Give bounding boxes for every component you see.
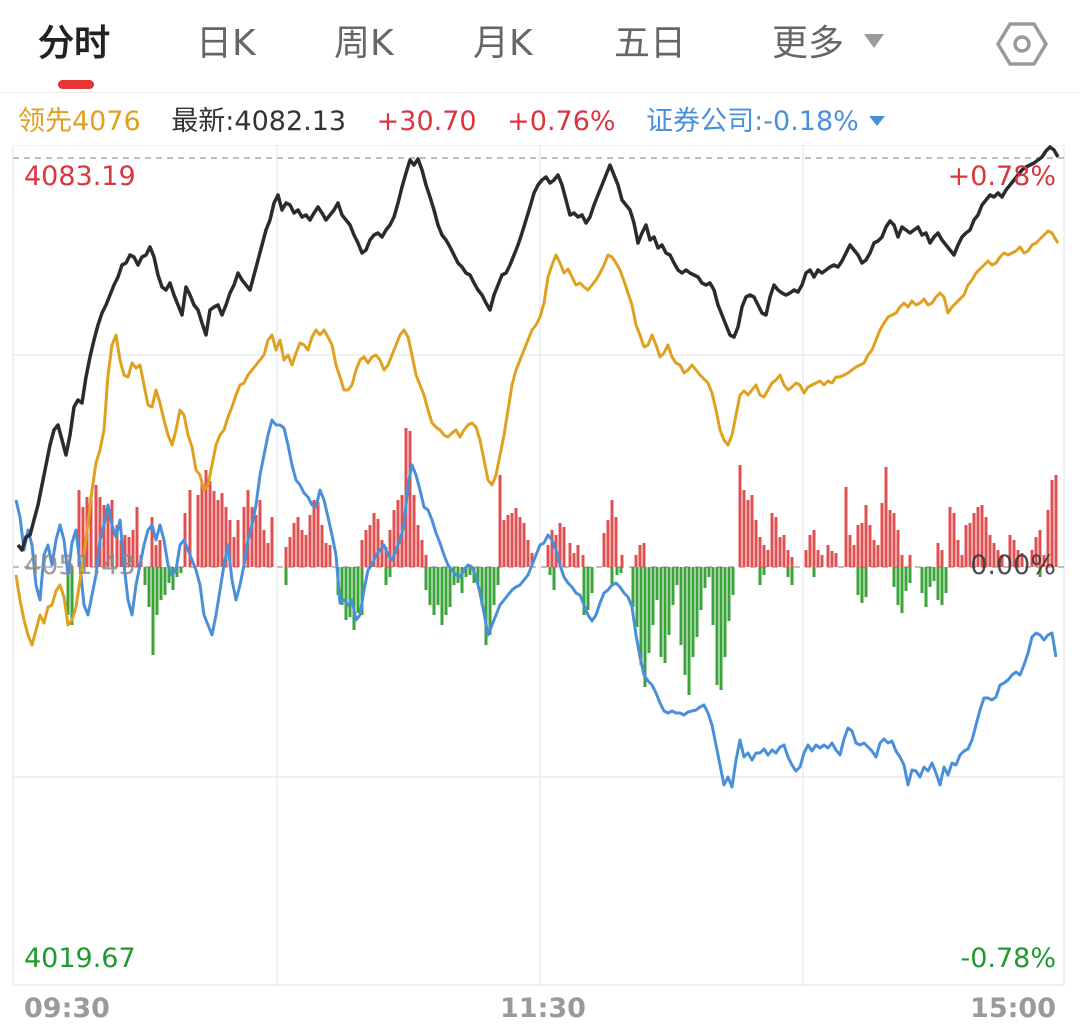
quote-info-row: 领先4076 最新:4082.13 +30.70 +0.76% 证券公司:-0.… <box>18 100 885 144</box>
tab-intraday[interactable]: 分时 <box>38 23 111 64</box>
sector-compare-selector[interactable]: 证券公司:-0.18% <box>646 106 859 137</box>
tab-five-day[interactable]: 五日 <box>614 23 687 64</box>
chevron-down-icon[interactable] <box>864 34 884 48</box>
y-axis-base-price: 4051.43 <box>24 550 136 581</box>
active-tab-indicator <box>58 80 94 89</box>
price-line <box>16 145 1060 552</box>
y-axis-base-pct: 0.00% <box>970 550 1056 581</box>
y-axis-bottom-price: 4019.67 <box>24 943 136 974</box>
x-axis-start-time: 09:30 <box>24 993 110 1024</box>
volume-bars <box>66 428 1058 695</box>
x-axis-end-time: 15:00 <box>970 993 1056 1024</box>
lead-index-line <box>14 229 1060 647</box>
intraday-chart[interactable]: 4083.19 +0.78% 4051.43 0.00% 4019.67 -0.… <box>0 145 1080 1024</box>
sector-line <box>14 418 1058 789</box>
lead-index-label: 领先4076 <box>18 106 141 137</box>
chart-canvas <box>12 145 1065 986</box>
period-tab-bar: 分时 日K 周K 月K 五日 更多 <box>0 0 1080 93</box>
sector-dropdown-icon[interactable] <box>868 115 885 126</box>
x-axis-mid-time: 11:30 <box>500 993 586 1024</box>
price-change-pct: +0.76% <box>507 106 616 137</box>
tab-more[interactable]: 更多 <box>772 23 845 64</box>
y-axis-top-pct: +0.78% <box>947 161 1056 192</box>
tab-weekly-k[interactable]: 周K <box>334 23 394 64</box>
price-change: +30.70 <box>376 106 477 137</box>
tab-daily-k[interactable]: 日K <box>196 23 256 64</box>
settings-icon[interactable] <box>996 18 1048 70</box>
y-axis-top-price: 4083.19 <box>24 161 136 192</box>
tab-monthly-k[interactable]: 月K <box>473 23 533 64</box>
y-axis-bottom-pct: -0.78% <box>960 943 1056 974</box>
latest-price: 最新:4082.13 <box>171 106 347 137</box>
